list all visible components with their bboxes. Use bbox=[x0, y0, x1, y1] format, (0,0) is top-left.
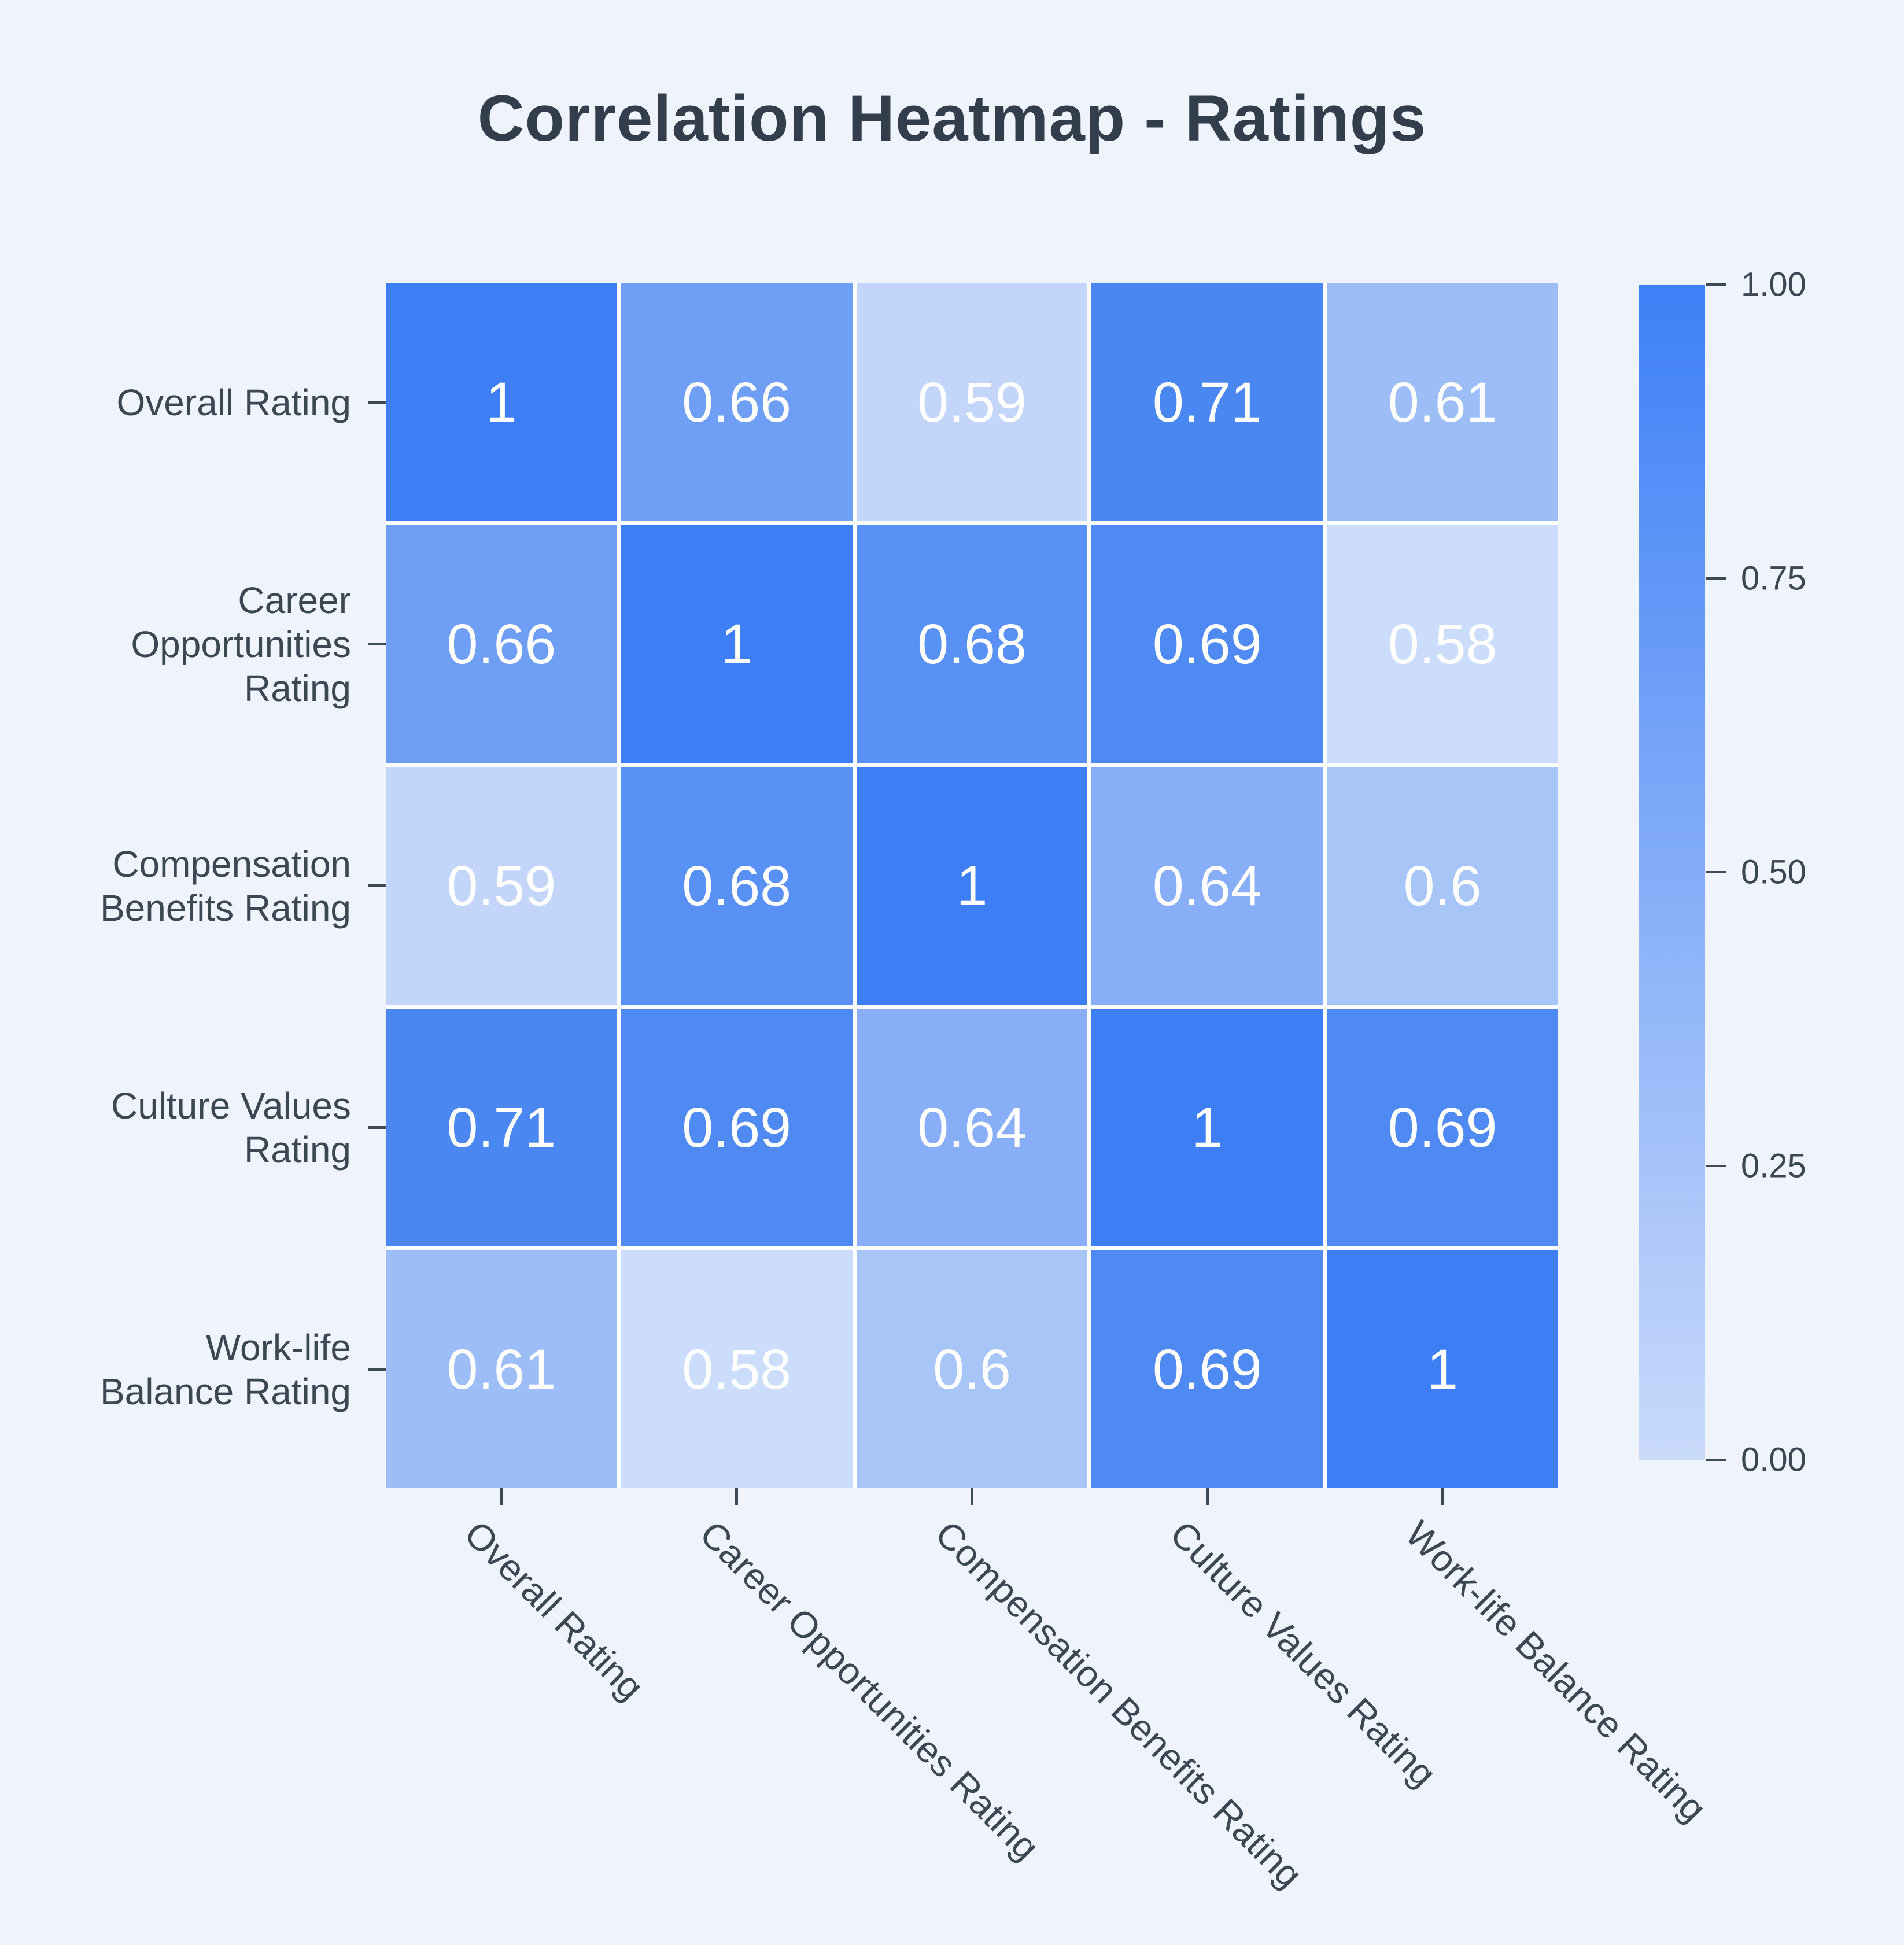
colorbar-tick-label: 0.75 bbox=[1741, 559, 1806, 597]
heatmap-cell[interactable]: 0.69 bbox=[621, 1009, 853, 1246]
y-axis-label-line: Compensation bbox=[112, 843, 351, 885]
heatmap-cell[interactable]: 0.69 bbox=[1327, 1009, 1558, 1246]
x-axis-label: Overall Rating bbox=[456, 1512, 652, 1708]
y-axis-label-line: Overall Rating bbox=[116, 381, 352, 423]
colorbar-tick-mark bbox=[1706, 283, 1726, 286]
colorbar-gradient bbox=[1639, 285, 1705, 1460]
heatmap-cell[interactable]: 0.66 bbox=[621, 283, 853, 521]
heatmap-cell[interactable]: 0.61 bbox=[1327, 283, 1558, 521]
y-axis-label-line: Balance Rating bbox=[99, 1370, 351, 1412]
y-axis-label: Culture Values Rating bbox=[111, 1084, 351, 1172]
heatmap-grid: 1 0.66 0.59 0.71 0.61 0.66 1 0.68 0.69 0.58 0.59 0.… bbox=[386, 283, 1558, 1488]
heatmap-cell[interactable]: 0.68 bbox=[621, 767, 853, 1005]
y-axis-label-line: Rating bbox=[244, 667, 351, 709]
y-axis-tick-mark bbox=[368, 401, 386, 404]
y-axis-label: Career Opportunities Rating bbox=[131, 578, 351, 710]
x-axis-label: Compensation Benefits Rating bbox=[927, 1512, 1311, 1896]
y-axis-tick-mark bbox=[368, 1126, 386, 1129]
heatmap-cell[interactable]: 0.58 bbox=[1327, 525, 1558, 763]
y-axis-label: Work-life Balance Rating bbox=[100, 1326, 351, 1413]
heatmap-cell[interactable]: 1 bbox=[1327, 1250, 1558, 1488]
colorbar-tick-mark bbox=[1706, 577, 1726, 580]
heatmap-cell[interactable]: 0.69 bbox=[1091, 525, 1323, 763]
heatmap-cell[interactable]: 0.64 bbox=[856, 1009, 1088, 1246]
y-axis-tick-mark bbox=[368, 1368, 386, 1371]
colorbar-tick-mark bbox=[1706, 1165, 1726, 1167]
colorbar-tick-label: 0.00 bbox=[1741, 1441, 1806, 1479]
x-axis-tick-mark bbox=[500, 1488, 503, 1505]
heatmap-cell[interactable]: 1 bbox=[621, 525, 853, 763]
heatmap-cell[interactable]: 0.59 bbox=[386, 767, 617, 1005]
heatmap-cell[interactable]: 1 bbox=[856, 767, 1088, 1005]
heatmap-cell[interactable]: 0.58 bbox=[621, 1250, 853, 1488]
y-axis-label-line: Culture Values bbox=[110, 1084, 351, 1127]
heatmap-cell[interactable]: 0.66 bbox=[386, 525, 617, 763]
colorbar-tick-mark bbox=[1706, 1459, 1726, 1461]
colorbar-tick-label: 0.25 bbox=[1741, 1147, 1806, 1185]
y-axis-label: Compensation Benefits Rating bbox=[100, 842, 351, 930]
colorbar-tick-label: 1.00 bbox=[1741, 265, 1806, 304]
y-axis-label-line: Career bbox=[238, 579, 351, 621]
x-axis-tick-mark bbox=[1205, 1488, 1209, 1505]
heatmap-cell[interactable]: 0.61 bbox=[386, 1250, 617, 1488]
heatmap-cell[interactable]: 0.68 bbox=[856, 525, 1088, 763]
y-axis-label-line: Benefits Rating bbox=[99, 887, 351, 929]
heatmap-cell[interactable]: 0.6 bbox=[856, 1250, 1088, 1488]
heatmap-cell[interactable]: 0.71 bbox=[386, 1009, 617, 1246]
heatmap-cell[interactable]: 0.6 bbox=[1327, 767, 1558, 1005]
x-axis-tick-mark bbox=[735, 1488, 739, 1505]
colorbar-tick-mark bbox=[1706, 871, 1726, 873]
heatmap-cell[interactable]: 1 bbox=[1091, 1009, 1323, 1246]
x-axis-tick-mark bbox=[1441, 1488, 1444, 1505]
heatmap-cell[interactable]: 0.59 bbox=[856, 283, 1088, 521]
colorbar-tick-label: 0.50 bbox=[1741, 853, 1806, 891]
y-axis-tick-mark bbox=[368, 643, 386, 645]
y-axis-label-line: Work-life bbox=[205, 1326, 351, 1368]
x-axis-tick-mark bbox=[971, 1488, 973, 1505]
y-axis-label-line: Rating bbox=[244, 1128, 351, 1171]
x-axis-label: Culture Values Rating bbox=[1162, 1512, 1445, 1795]
chart-title: Correlation Heatmap - Ratings bbox=[477, 82, 1427, 154]
heatmap-cell[interactable]: 0.71 bbox=[1091, 283, 1323, 521]
heatmap-cell[interactable]: 1 bbox=[386, 283, 617, 521]
x-axis-label: Work-life Balance Rating bbox=[1397, 1512, 1715, 1830]
heatmap-cell[interactable]: 0.69 bbox=[1091, 1250, 1323, 1488]
y-axis-label-line: Opportunities bbox=[131, 623, 351, 665]
y-axis-label: Overall Rating bbox=[117, 381, 352, 425]
y-axis-tick-mark bbox=[368, 884, 386, 887]
heatmap-cell[interactable]: 0.64 bbox=[1091, 767, 1323, 1005]
